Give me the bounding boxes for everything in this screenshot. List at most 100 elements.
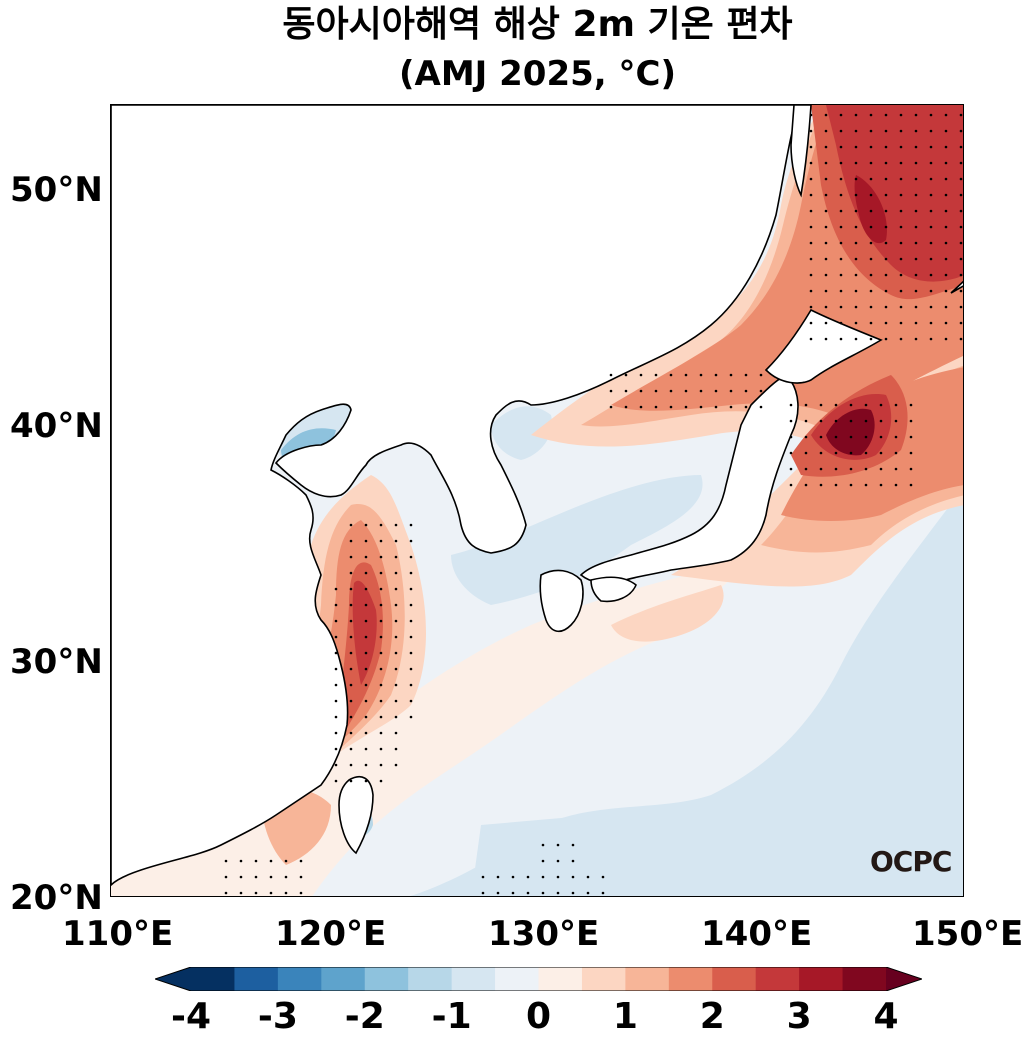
significance-dot [364,571,368,575]
significance-dot [884,321,888,325]
significance-dot [899,145,903,149]
significance-dot [269,859,273,863]
significance-dot [869,145,873,149]
significance-dot [364,747,368,751]
colorbar-label: -3 [257,996,298,1037]
colorbar-cell [581,967,626,991]
significance-dot [669,389,673,393]
significance-dot [959,209,963,213]
significance-dot [914,289,918,293]
anomaly-contour-china-pos5 [352,580,377,685]
significance-dot [914,241,918,245]
significance-dot [239,875,243,879]
lon-label-150e: 150°E [912,914,1024,954]
significance-dot [379,715,383,719]
colorbar-label: 3 [786,996,812,1037]
significance-dot [869,337,873,341]
significance-dot [601,875,605,879]
significance-dot [929,241,933,245]
significance-dot [894,483,898,487]
significance-dot [869,225,873,229]
significance-dot [819,451,823,455]
significance-dot [959,145,963,149]
significance-dot [899,193,903,197]
significance-dot [684,373,688,377]
lon-label-120e: 120°E [275,914,387,954]
significance-dot [699,405,703,409]
significance-dot [854,273,858,277]
significance-dot [496,875,500,879]
significance-dot [849,419,853,423]
significance-dot [364,731,368,735]
significance-dot [364,635,368,639]
significance-dot [334,587,338,591]
significance-dot [684,389,688,393]
significance-dot [849,403,853,407]
significance-dot [624,405,628,409]
significance-dot [364,603,368,607]
significance-dot [899,209,903,213]
significance-dot [269,891,273,895]
significance-dot [914,337,918,341]
significance-dot [899,257,903,261]
significance-dot [944,161,948,165]
significance-dot [879,451,883,455]
significance-dot [864,467,868,471]
significance-dot [526,891,530,895]
anomaly-contour-pacific-neg [410,487,963,896]
colorbar-cell [668,967,713,991]
significance-dot [239,859,243,863]
significance-dot [571,843,575,847]
significance-dot [759,373,763,377]
significance-dot [379,667,383,671]
anomaly-map [110,104,964,897]
significance-dot [909,451,913,455]
significance-dot [254,859,258,863]
significance-dot [349,539,353,543]
significance-dot [654,389,658,393]
significance-dot [254,891,258,895]
significance-dot [914,225,918,229]
significance-dot [884,289,888,293]
significance-dot [959,241,963,245]
significance-dot [349,715,353,719]
significance-dot [959,257,963,261]
anomaly-contour-pacific-neg2 [471,805,751,896]
significance-dot [349,651,353,655]
significance-dot [496,891,500,895]
significance-dot [394,731,398,735]
significance-dot [854,113,858,117]
significance-dot [899,273,903,277]
significance-dot [394,651,398,655]
anomaly-contour-china-pos2 [111,504,405,875]
colorbar-cell [277,967,322,991]
significance-dot [349,619,353,623]
significance-dot [819,467,823,471]
significance-dot [884,337,888,341]
significance-dot [809,273,813,277]
significance-dot [824,257,828,261]
significance-dot [699,389,703,393]
significance-dot [864,419,868,423]
significance-dot [714,389,718,393]
colorbar-extend-min [155,967,191,991]
significance-dot [824,161,828,165]
significance-dot [654,405,658,409]
significance-dot [744,389,748,393]
significance-dot [224,859,228,863]
significance-dot [839,273,843,277]
significance-dot [334,667,338,671]
significance-dot [959,289,963,293]
significance-dot [879,435,883,439]
land-sakhalin [790,105,812,198]
significance-dot [364,779,368,783]
significance-dot [929,225,933,229]
significance-dot [899,305,903,309]
significance-dot [409,539,413,543]
significance-dot [364,523,368,527]
significance-dot [239,891,243,895]
significance-dot [884,241,888,245]
significance-dot [894,403,898,407]
significance-dot [744,405,748,409]
significance-dot [699,373,703,377]
